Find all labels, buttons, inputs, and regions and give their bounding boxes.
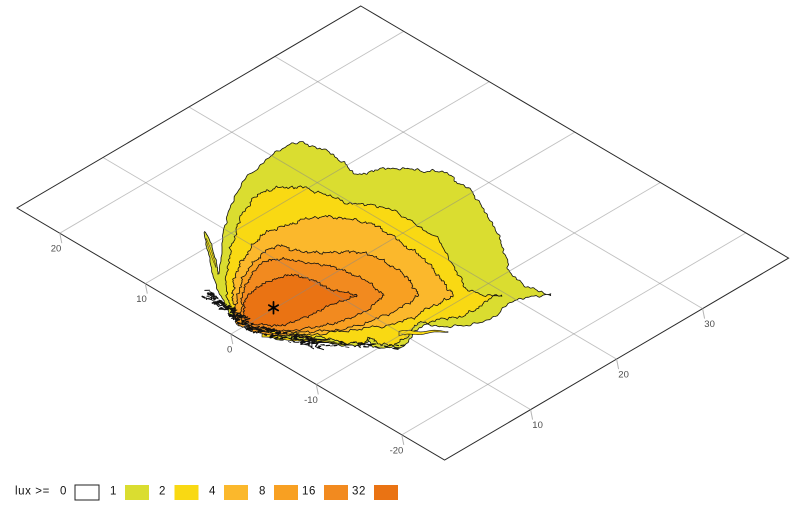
svg-text:30: 30 (704, 319, 715, 330)
svg-text:16: 16 (302, 486, 316, 498)
svg-text:8: 8 (259, 486, 266, 498)
svg-text:2: 2 (159, 486, 166, 498)
svg-text:-20: -20 (390, 445, 404, 456)
svg-text:32: 32 (352, 486, 366, 498)
svg-text:lux >=: lux >= (15, 486, 50, 498)
svg-text:0: 0 (60, 486, 67, 498)
svg-text:1: 1 (110, 486, 117, 498)
svg-text:20: 20 (51, 244, 62, 255)
svg-text:-10: -10 (304, 395, 318, 406)
svg-text:0: 0 (227, 345, 232, 356)
svg-text:20: 20 (618, 370, 629, 381)
svg-text:10: 10 (532, 420, 543, 431)
svg-text:4: 4 (209, 486, 216, 498)
svg-text:10: 10 (136, 294, 147, 305)
